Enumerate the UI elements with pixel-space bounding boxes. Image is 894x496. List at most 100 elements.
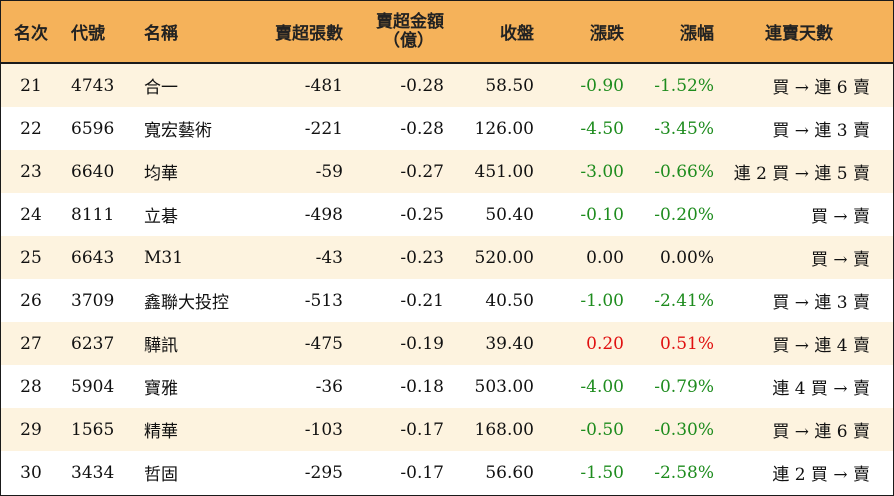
cell-close: 40.50	[485, 290, 534, 311]
cell-rank: 25	[20, 247, 42, 268]
cell-change: -1.00	[580, 290, 624, 311]
cell-close: 520.00	[474, 247, 534, 268]
cell-net-sell-lots: -475	[304, 333, 343, 354]
table-row: 29 1565 精華 -103 -0.17 168.00 -0.50 -0.30% 買 → 連 …	[1, 408, 893, 451]
cell-name: 精華	[144, 422, 178, 442]
cell-change-pct: -2.58%	[654, 462, 714, 483]
cell-close: 126.00	[474, 118, 534, 139]
cell-rank: 23	[20, 161, 42, 182]
header-streak: 連賣天數	[765, 24, 833, 44]
table-row: 25 6643 M31 -43 -0.23 520.00 0.00 0.00% 買 → 賣	[1, 236, 893, 279]
cell-net-sell-lots: -221	[304, 118, 343, 139]
cell-code: 1565	[71, 419, 115, 440]
header-rank: 名次	[14, 24, 48, 44]
cell-net-sell-lots: -481	[304, 75, 343, 96]
cell-net-sell-amount: -0.21	[400, 290, 444, 311]
cell-code: 4743	[71, 75, 115, 96]
cell-name: 鑫聯大投控	[144, 293, 229, 313]
table-row: 27 6237 驊訊 -475 -0.19 39.40 0.20 0.51% 買 → 連 4 賣	[1, 322, 893, 365]
cell-close: 503.00	[474, 376, 534, 397]
table-row: 22 6596 寬宏藝術 -221 -0.28 126.00 -4.50 -3.45% 買 → …	[1, 107, 893, 150]
cell-rank: 26	[20, 290, 42, 311]
cell-change: 0.00	[586, 247, 624, 268]
cell-change-pct: -1.52%	[654, 75, 714, 96]
cell-code: 3709	[71, 290, 115, 311]
cell-close: 50.40	[485, 204, 534, 225]
table-row: 21 4743 合一 -481 -0.28 58.50 -0.90 -1.52% 買 → 連 6…	[1, 64, 893, 107]
cell-name: 寬宏藝術	[144, 121, 212, 141]
header-net-sell-amount: 賣超金額 （億）	[343, 12, 444, 51]
cell-rank: 28	[20, 376, 42, 397]
header-change-pct: 漲幅	[680, 24, 714, 44]
cell-name: 寶雅	[144, 379, 178, 399]
cell-change-pct: -3.45%	[654, 118, 714, 139]
header-close: 收盤	[500, 24, 534, 44]
cell-net-sell-amount: -0.23	[400, 247, 444, 268]
cell-net-sell-lots: -36	[315, 376, 343, 397]
cell-change-pct: -2.41%	[654, 290, 714, 311]
cell-code: 8111	[71, 204, 115, 225]
cell-streak: 買 → 賣	[810, 207, 870, 227]
cell-streak: 買 → 連 3 賣	[772, 121, 870, 141]
cell-change: -4.50	[580, 118, 624, 139]
cell-rank: 27	[20, 333, 42, 354]
cell-rank: 22	[20, 118, 42, 139]
cell-streak: 買 → 賣	[810, 250, 870, 270]
cell-net-sell-amount: -0.18	[400, 376, 444, 397]
cell-code: 6643	[71, 247, 115, 268]
cell-rank: 29	[20, 419, 42, 440]
cell-name: 哲固	[144, 465, 178, 485]
cell-net-sell-lots: -43	[315, 247, 343, 268]
cell-change: 0.20	[586, 333, 624, 354]
cell-code: 6237	[71, 333, 115, 354]
cell-change: -1.50	[580, 462, 624, 483]
cell-rank: 21	[20, 75, 42, 96]
cell-streak: 連 2 買 → 連 5 賣	[733, 164, 870, 184]
header-net-sell-lots: 賣超張數	[275, 24, 343, 44]
header-code: 代號	[71, 24, 105, 44]
cell-name: M31	[144, 247, 184, 268]
cell-change: -4.00	[580, 376, 624, 397]
cell-close: 39.40	[485, 333, 534, 354]
cell-streak: 買 → 連 3 賣	[772, 293, 870, 313]
cell-change: -3.00	[580, 161, 624, 182]
cell-change-pct: -0.79%	[654, 376, 714, 397]
table-header: 名次 代號 名稱 賣超張數 賣超金額 （億） 收盤 漲跌 漲幅 連賣天數	[1, 1, 893, 64]
cell-name: 立碁	[144, 207, 178, 227]
table-row: 30 3434 哲固 -295 -0.17 56.60 -1.50 -2.58% 連 2 買 →…	[1, 451, 893, 494]
header-net-sell-amount-line2: （億）	[383, 30, 434, 51]
cell-net-sell-lots: -295	[304, 462, 343, 483]
cell-net-sell-amount: -0.28	[400, 75, 444, 96]
cell-net-sell-lots: -513	[304, 290, 343, 311]
cell-name: 合一	[144, 78, 178, 98]
cell-code: 6640	[71, 161, 115, 182]
cell-streak: 買 → 連 4 賣	[772, 336, 870, 356]
cell-close: 168.00	[474, 419, 534, 440]
cell-change: -0.10	[580, 204, 624, 225]
cell-net-sell-lots: -59	[315, 161, 343, 182]
cell-change-pct: 0.00%	[659, 247, 714, 268]
cell-net-sell-lots: -103	[304, 419, 343, 440]
table-row: 23 6640 均華 -59 -0.27 451.00 -3.00 -0.66% 連 2 買 →…	[1, 150, 893, 193]
cell-streak: 連 2 買 → 賣	[772, 465, 870, 485]
cell-rank: 24	[20, 204, 42, 225]
table-row: 26 3709 鑫聯大投控 -513 -0.21 40.50 -1.00 -2.41% 買 → …	[1, 279, 893, 322]
cell-change-pct: -0.20%	[654, 204, 714, 225]
cell-streak: 買 → 連 6 賣	[772, 78, 870, 98]
table-row: 24 8111 立碁 -498 -0.25 50.40 -0.10 -0.20% 買 → 賣	[1, 193, 893, 236]
cell-close: 58.50	[485, 75, 534, 96]
cell-net-sell-amount: -0.28	[400, 118, 444, 139]
cell-streak: 買 → 連 6 賣	[772, 422, 870, 442]
cell-rank: 30	[20, 462, 42, 483]
cell-change: -0.90	[580, 75, 624, 96]
cell-change-pct: 0.51%	[659, 333, 714, 354]
cell-net-sell-amount: -0.19	[400, 333, 444, 354]
cell-net-sell-lots: -498	[304, 204, 343, 225]
cell-streak: 連 4 買 → 賣	[772, 379, 870, 399]
cell-name: 均華	[144, 164, 178, 184]
cell-close: 451.00	[474, 161, 534, 182]
cell-code: 6596	[71, 118, 115, 139]
table-row: 28 5904 寶雅 -36 -0.18 503.00 -4.00 -0.79% 連 4 買 →…	[1, 365, 893, 408]
cell-net-sell-amount: -0.25	[400, 204, 444, 225]
